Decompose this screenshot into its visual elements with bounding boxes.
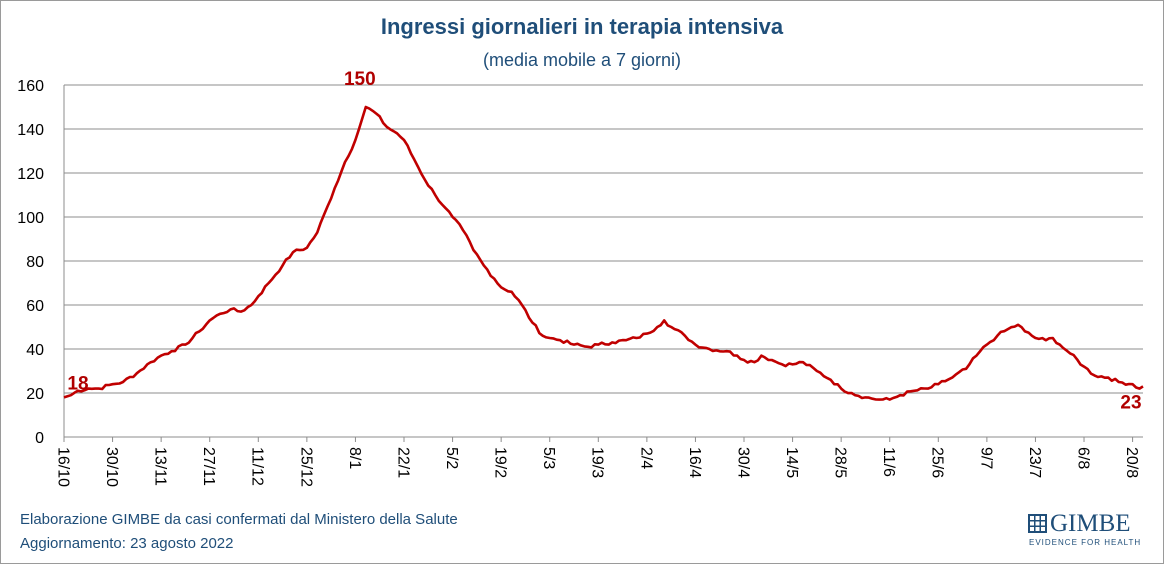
x-tick-label: 28/5	[832, 447, 849, 478]
x-tick-label: 5/2	[443, 447, 460, 469]
x-tick-label: 16/10	[54, 447, 71, 487]
x-tick-label: 11/12	[249, 447, 266, 486]
y-tick-label: 0	[35, 430, 44, 447]
y-tick-label: 40	[26, 342, 44, 359]
x-tick-label: 19/3	[589, 447, 606, 478]
y-tick-label: 120	[17, 166, 44, 183]
x-tick-label: 23/7	[1026, 447, 1043, 478]
gimbe-logo-icon	[1028, 514, 1047, 533]
gimbe-logo: GIMBE EVIDENCE FOR HEALTH	[1026, 510, 1142, 550]
x-tick-label: 20/8	[1123, 447, 1140, 478]
logo-name: GIMBE	[1050, 510, 1131, 537]
x-tick-label: 5/3	[540, 447, 557, 469]
y-tick-label: 60	[26, 298, 44, 315]
x-tick-label: 25/6	[929, 447, 946, 478]
x-tick-label: 16/4	[686, 447, 703, 478]
footer-update: Aggiornamento: 23 agosto 2022	[20, 535, 234, 552]
chart-subtitle: (media mobile a 7 giorni)	[482, 50, 682, 70]
y-tick-label: 80	[26, 254, 44, 271]
data-label: 18	[67, 373, 88, 394]
chart-title: Ingressi giornalieri in terapia intensiv…	[380, 14, 784, 39]
x-tick-label: 9/7	[977, 447, 994, 469]
x-tick-label: 8/1	[346, 447, 363, 469]
y-tick-label: 140	[17, 122, 44, 139]
data-label: 23	[1120, 392, 1141, 413]
x-tick-label: 30/10	[103, 447, 120, 487]
x-tick-label: 13/11	[152, 447, 169, 486]
x-tick-label: 19/2	[492, 447, 509, 478]
logo-tagline: EVIDENCE FOR HEALTH	[1029, 538, 1142, 547]
x-tick-label: 25/12	[297, 447, 314, 487]
x-tick-label: 2/4	[637, 447, 654, 469]
y-tick-label: 100	[17, 210, 44, 227]
x-tick-label: 6/8	[1074, 447, 1091, 469]
x-tick-label: 22/1	[394, 447, 411, 478]
x-tick-label: 27/11	[200, 447, 217, 486]
x-tick-label: 14/5	[783, 447, 800, 478]
footer-source: Elaborazione GIMBE da casi confermati da…	[20, 511, 458, 528]
y-tick-label: 20	[26, 386, 44, 403]
y-tick-label: 160	[17, 78, 44, 95]
x-tick-label: 11/6	[880, 447, 897, 477]
data-label: 150	[344, 69, 376, 90]
x-tick-label: 30/4	[734, 447, 751, 478]
series-line	[63, 105, 1144, 401]
